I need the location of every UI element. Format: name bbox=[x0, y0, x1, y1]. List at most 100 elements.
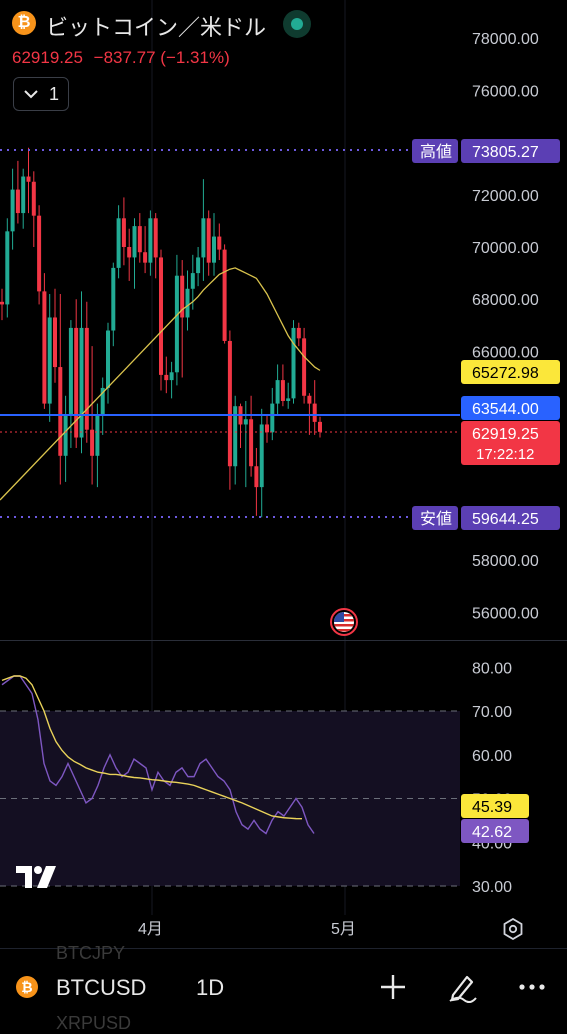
candles-group bbox=[0, 147, 322, 518]
candle-body bbox=[280, 380, 285, 401]
svg-text:63544.00: 63544.00 bbox=[472, 401, 539, 418]
bitcoin-icon: ₿ bbox=[12, 11, 36, 35]
candle-body bbox=[111, 267, 116, 331]
rsi-value-label: 42.62 bbox=[461, 819, 529, 843]
candle-body bbox=[254, 466, 259, 488]
candle-body bbox=[137, 226, 142, 253]
candle-body bbox=[143, 252, 148, 263]
rsi-line bbox=[1, 675, 315, 835]
candle-body bbox=[132, 226, 137, 258]
candle-body bbox=[79, 327, 84, 438]
candle-body bbox=[84, 327, 89, 430]
bottom-toolbar: BTCJPY ₿ BTCUSD 1D XRPUSD bbox=[0, 943, 567, 1033]
interval-toggle[interactable]: 1 bbox=[13, 77, 69, 111]
candle-body bbox=[286, 398, 291, 401]
candle-body bbox=[190, 273, 195, 289]
candle-body bbox=[127, 247, 132, 258]
more-icon[interactable] bbox=[516, 971, 548, 1003]
candle-body bbox=[58, 367, 63, 456]
candle-body bbox=[68, 327, 73, 415]
candle-body bbox=[270, 403, 275, 433]
y-tick-label: 58000.00 bbox=[472, 553, 539, 570]
candle-body bbox=[227, 340, 232, 467]
svg-text:62919.25: 62919.25 bbox=[472, 426, 539, 443]
candle-body bbox=[180, 275, 185, 318]
candle-body bbox=[164, 374, 169, 381]
plus-icon[interactable] bbox=[377, 971, 409, 1003]
candle-body bbox=[0, 301, 4, 305]
candle-body bbox=[296, 327, 301, 339]
rsi-ma-value-label: 45.39 bbox=[461, 794, 529, 818]
candle-body bbox=[63, 414, 68, 456]
bitcoin-icon: ₿ bbox=[16, 976, 38, 998]
last-price: 62919.25 bbox=[12, 48, 83, 67]
ticker-button[interactable]: BTCUSD bbox=[56, 975, 147, 1000]
svg-text:73805.27: 73805.27 bbox=[472, 144, 539, 161]
ghost-symbol-above: BTCJPY bbox=[56, 943, 126, 963]
candle-body bbox=[265, 424, 269, 433]
rsi-ma-line bbox=[1, 675, 303, 820]
candle-body bbox=[121, 218, 126, 247]
candle-body bbox=[148, 218, 153, 263]
candle-body bbox=[74, 327, 79, 438]
current-value-label: 63544.00 bbox=[461, 396, 560, 420]
candle-body bbox=[100, 387, 105, 415]
candle-body bbox=[159, 257, 163, 375]
candle-body bbox=[21, 176, 26, 214]
candle-body bbox=[169, 372, 174, 381]
candle-body bbox=[42, 291, 47, 404]
candle-body bbox=[174, 275, 179, 373]
ma-line bbox=[0, 267, 321, 501]
svg-text:65272.98: 65272.98 bbox=[472, 365, 539, 382]
svg-text:45.39: 45.39 bbox=[472, 799, 512, 816]
candle-body bbox=[259, 424, 264, 488]
candle-body bbox=[307, 395, 312, 404]
candle-body bbox=[31, 181, 36, 216]
candle-body bbox=[212, 236, 216, 263]
candle-body bbox=[26, 176, 31, 182]
rsi-tick-label: 60.00 bbox=[472, 748, 512, 765]
y-tick-label: 68000.00 bbox=[472, 292, 539, 309]
svg-text:59644.25: 59644.25 bbox=[472, 511, 539, 528]
candle-body bbox=[37, 215, 42, 292]
market-status-icon[interactable] bbox=[283, 10, 311, 38]
candle-body bbox=[90, 429, 95, 456]
candle-body bbox=[10, 189, 15, 232]
candle-body bbox=[53, 317, 57, 368]
rsi-tick-label: 70.00 bbox=[472, 704, 512, 721]
x-label-april: 4月 bbox=[138, 921, 163, 938]
candle-body bbox=[312, 403, 317, 422]
low-label: 安値 59644.25 bbox=[412, 506, 560, 530]
candle-body bbox=[153, 218, 158, 258]
x-label-may: 5月 bbox=[331, 921, 356, 938]
interval-button[interactable]: 1D bbox=[196, 975, 225, 1000]
candle-body bbox=[47, 317, 52, 404]
svg-text:42.62: 42.62 bbox=[472, 824, 512, 841]
candle-body bbox=[201, 218, 206, 258]
y-tick-label: 72000.00 bbox=[472, 188, 539, 205]
candle-body bbox=[217, 236, 222, 250]
settings-gear-icon[interactable] bbox=[502, 918, 524, 940]
price-quote: 62919.25 −837.77 (−1.31%) bbox=[12, 48, 230, 68]
candle-body bbox=[243, 419, 248, 425]
y-tick-label: 66000.00 bbox=[472, 344, 539, 361]
candle-body bbox=[5, 231, 10, 305]
pane-divider[interactable] bbox=[0, 640, 567, 641]
y-tick-label: 78000.00 bbox=[472, 31, 539, 48]
svg-text:17:22:12: 17:22:12 bbox=[476, 446, 534, 463]
symbol-name[interactable]: ビットコイン／米ドル bbox=[46, 15, 267, 40]
candle-body bbox=[249, 419, 254, 467]
y-tick-label: 76000.00 bbox=[472, 83, 539, 100]
ma-value-label: 65272.98 bbox=[461, 360, 560, 384]
y-tick-label: 56000.00 bbox=[472, 605, 539, 622]
interval-count: 1 bbox=[48, 83, 59, 104]
candle-body bbox=[116, 218, 121, 268]
y-tick-label: 70000.00 bbox=[472, 240, 539, 257]
us-flag-icon[interactable] bbox=[330, 608, 358, 636]
price-change: −837.77 (−1.31%) bbox=[93, 48, 230, 67]
rsi-tick-label: 30.00 bbox=[472, 879, 512, 896]
draw-pen-icon[interactable] bbox=[446, 971, 478, 1003]
high-label: 高値 73805.27 bbox=[412, 139, 560, 163]
candle-body bbox=[15, 189, 20, 214]
